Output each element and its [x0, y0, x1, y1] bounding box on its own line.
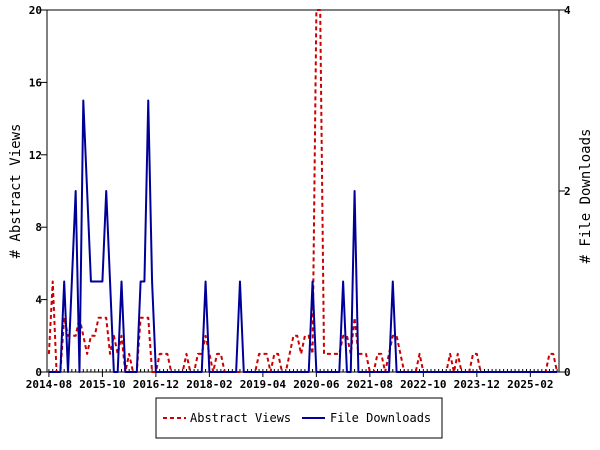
- left-tick-label: 8: [35, 221, 42, 234]
- left-tick-label: 0: [35, 366, 42, 379]
- left-axis-title: # Abstract Views: [8, 124, 24, 259]
- series-line-file-downloads: [48, 99, 558, 373]
- right-y-axis: 0 2 4: [559, 4, 571, 379]
- right-tick-label: 4: [564, 4, 571, 17]
- x-tick-label: 2014-08: [26, 378, 72, 391]
- x-tick-label: 2021-08: [347, 378, 393, 391]
- left-tick-label: 12: [29, 149, 42, 162]
- legend-box: [155, 397, 443, 439]
- legend: Abstract Views File Downloads: [155, 397, 443, 439]
- legend-label-abstract-views: Abstract Views: [190, 411, 291, 425]
- series-layer: [47, 9, 559, 373]
- x-tick-label: 2018-02: [186, 378, 232, 391]
- left-tick-label: 20: [29, 4, 42, 17]
- right-tick-label: 2: [564, 185, 571, 198]
- plot-frame: [46, 9, 560, 373]
- left-tick-label: 4: [35, 294, 42, 307]
- right-axis-title: # File Downloads: [578, 129, 594, 264]
- x-tick-label: 2019-04: [240, 378, 287, 391]
- series-line-abstract-views: [47, 9, 559, 373]
- x-tick-label: 2022-10: [400, 378, 446, 391]
- plot-area: [46, 9, 560, 373]
- right-tick-label: 0: [564, 366, 571, 379]
- x-tick-label: 2023-12: [454, 378, 500, 391]
- x-tick-label: 2020-06: [293, 378, 340, 391]
- left-y-axis: 0 4 8 12 16 20: [29, 4, 47, 379]
- x-tick-label: 2015-10: [79, 378, 125, 391]
- legend-label-file-downloads: File Downloads: [330, 411, 431, 425]
- x-tick-label: 2025-02: [507, 378, 553, 391]
- left-tick-label: 16: [29, 76, 43, 89]
- x-tick-label: 2016-12: [133, 378, 179, 391]
